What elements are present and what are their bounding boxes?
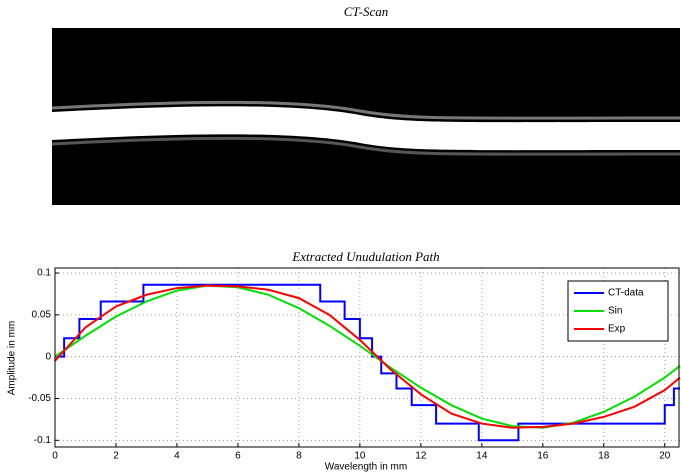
x-axis-label: Wavelength in mm: [325, 462, 407, 473]
y-tick-label: -0.1: [34, 435, 52, 446]
x-tick-label: 4: [174, 451, 180, 462]
x-tick-label: 10: [354, 451, 366, 462]
x-tick-label: 2: [113, 451, 119, 462]
figure: CT-Scan Extracted Unudulation Path Wavel…: [0, 0, 681, 475]
x-tick-label: 0: [52, 451, 58, 462]
x-tick-label: 14: [476, 451, 488, 462]
x-tick-label: 16: [537, 451, 549, 462]
y-tick-label: 0: [45, 351, 51, 362]
x-tick-label: 8: [296, 451, 302, 462]
legend-label: CT-data: [608, 288, 644, 299]
x-tick-label: 18: [598, 451, 610, 462]
y-axis-label: Amplitude in mm: [7, 321, 18, 395]
image-title: CT-Scan: [344, 4, 389, 19]
chart-title: Extracted Unudulation Path: [291, 249, 439, 264]
x-tick-label: 20: [659, 451, 671, 462]
x-tick-label: 6: [235, 451, 241, 462]
x-tick-label: 12: [415, 451, 427, 462]
y-tick-label: 0.1: [37, 268, 51, 279]
y-tick-label: 0.05: [32, 309, 52, 320]
legend-label: Sin: [608, 306, 622, 317]
legend-label: Exp: [608, 324, 626, 335]
y-tick-label: -0.05: [28, 393, 51, 404]
